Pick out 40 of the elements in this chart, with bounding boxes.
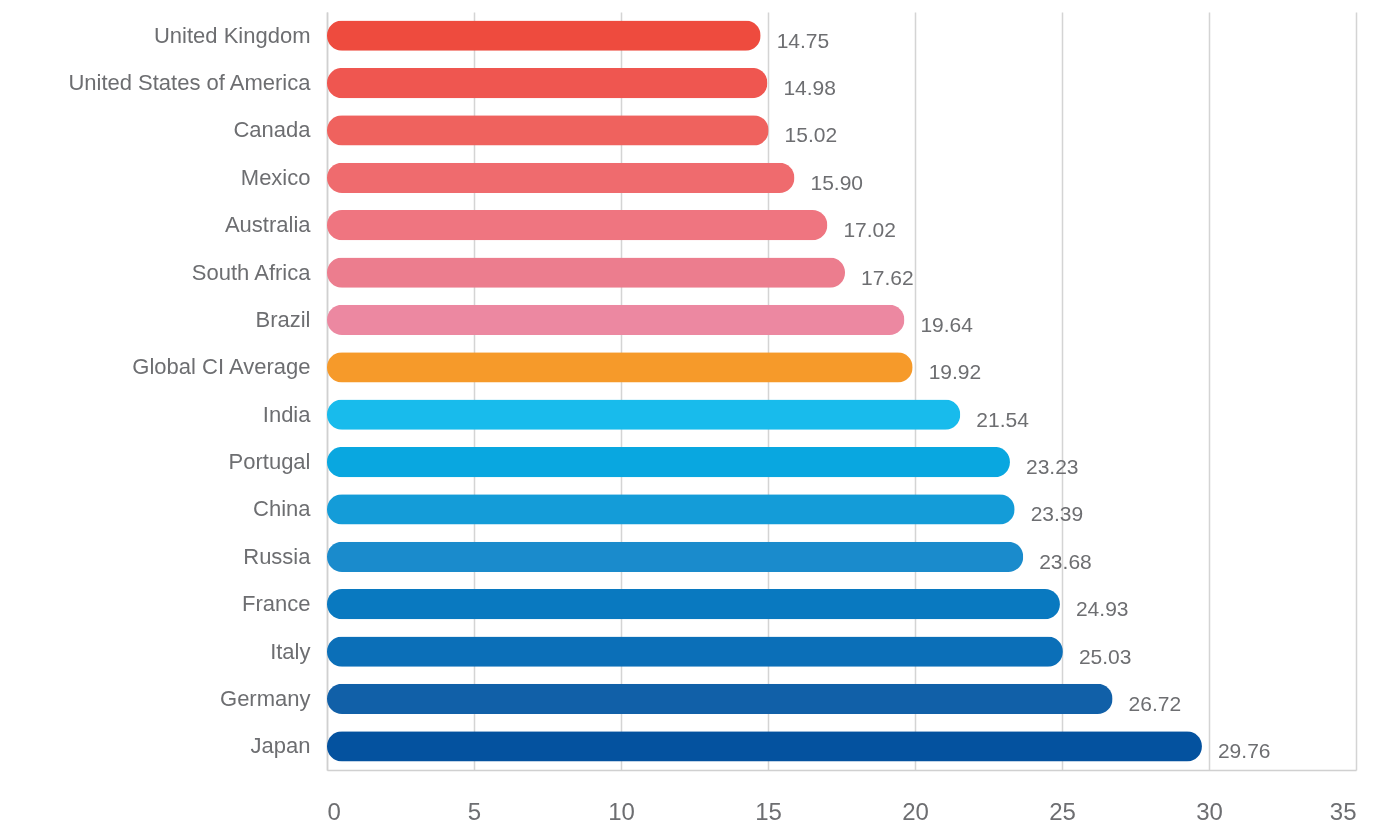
x-tick-label: 20 [902,797,929,825]
y-tick-label: Germany [220,685,311,711]
y-tick-label: United States of America [68,70,312,96]
data-label: 17.62 [861,265,914,289]
y-tick-label: Mexico [240,164,311,190]
x-tick-label: 35 [1329,797,1357,825]
data-label: 15.90 [810,170,864,194]
data-label: 14.98 [783,76,836,100]
data-label: 14.75 [776,28,830,52]
y-tick-label: Italy [270,638,311,664]
x-tick-label: 5 [467,797,482,825]
y-tick-label: Brazil [255,306,311,332]
data-label: 23.23 [1025,455,1079,479]
data-label: 23.68 [1039,549,1092,573]
x-tick-label: 0 [327,797,341,825]
x-tick-label: 30 [1196,797,1223,825]
x-tick-label: 10 [608,797,635,825]
y-tick-label: Russia [243,543,312,569]
y-tick-label: Canada [233,117,312,143]
data-label: 15.02 [784,123,838,147]
y-tick-label: Australia [224,212,312,238]
y-tick-label: Japan [250,733,311,759]
data-label: 23.39 [1030,502,1084,526]
data-label: 21.54 [976,407,1030,431]
y-tick-label: South Africa [191,259,312,285]
data-label: 19.64 [920,312,974,336]
y-tick-label: Global CI Average [132,354,311,380]
data-label: 25.03 [1078,644,1132,668]
x-tick-label: 25 [1049,797,1076,825]
y-tick-label: France [242,591,311,617]
y-tick-label: India [262,401,312,427]
y-tick-label: Portugal [228,449,311,475]
x-tick-label: 15 [755,797,782,825]
data-label: 26.72 [1128,691,1182,715]
data-label: 17.02 [843,218,896,242]
y-tick-label: United Kingdom [153,22,311,48]
data-label: 29.76 [1217,739,1271,763]
data-label: 19.92 [928,360,982,384]
data-label: 24.93 [1075,597,1129,621]
y-tick-label: China [253,496,312,522]
